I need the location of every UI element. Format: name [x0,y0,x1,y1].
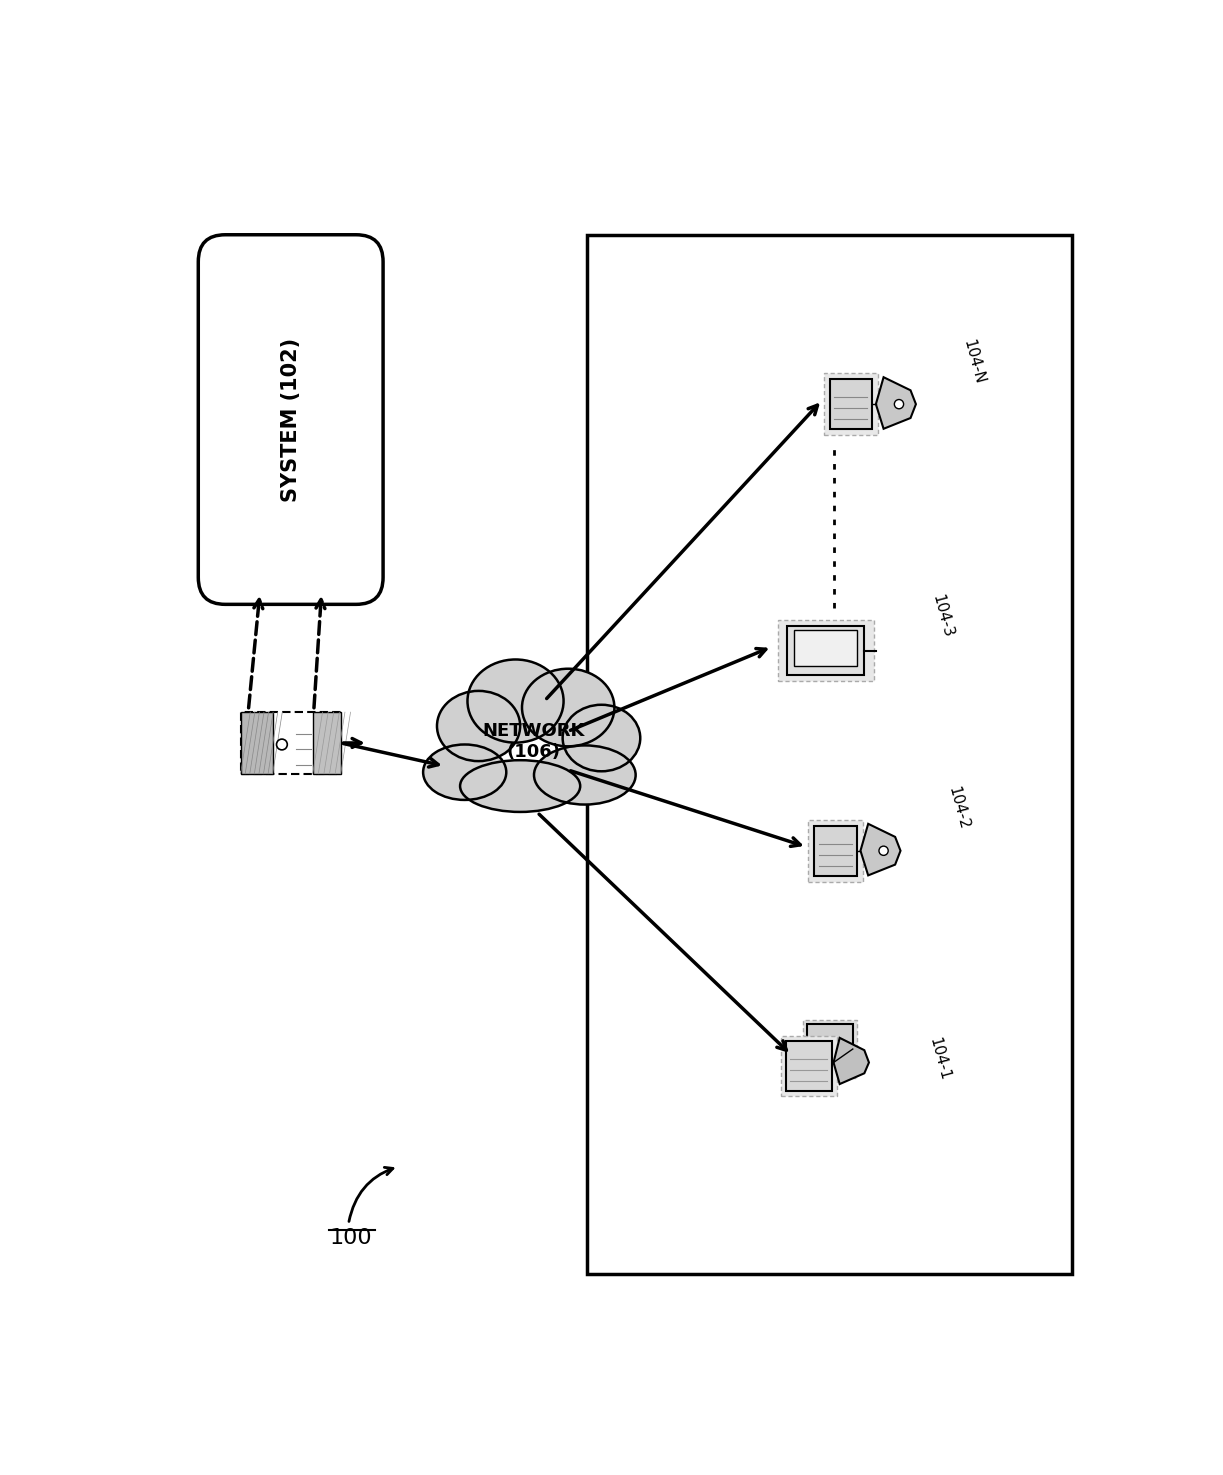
Bar [587,235,1073,1274]
Circle shape [879,847,888,856]
Bar [786,1041,832,1092]
Ellipse shape [522,668,614,746]
Polygon shape [834,1038,870,1084]
Text: 100: 100 [329,1229,372,1248]
Ellipse shape [467,659,564,742]
Bar [781,1037,837,1096]
Bar [788,627,865,674]
Bar [829,379,872,429]
Bar [815,826,856,876]
Circle shape [276,739,287,749]
Circle shape [894,400,904,409]
Text: 104-1: 104-1 [926,1035,951,1081]
Ellipse shape [460,760,580,811]
Bar [795,630,857,667]
Ellipse shape [534,745,636,804]
Polygon shape [861,825,900,875]
Bar [823,373,878,435]
Polygon shape [876,378,916,429]
Ellipse shape [423,745,506,799]
Bar [313,712,341,774]
Bar [808,820,862,882]
Ellipse shape [563,705,641,771]
Text: 104-3: 104-3 [929,593,955,639]
Bar [802,1021,856,1078]
Text: NETWORK
(106): NETWORK (106) [482,721,585,761]
FancyBboxPatch shape [198,235,383,605]
Text: 104-N: 104-N [960,338,987,386]
Bar [807,1024,852,1074]
Text: SYSTEM (102): SYSTEM (102) [281,338,301,502]
Bar [241,712,273,774]
Bar [241,712,341,774]
Text: 104-2: 104-2 [945,785,971,832]
Ellipse shape [437,690,520,761]
Bar [778,620,874,681]
